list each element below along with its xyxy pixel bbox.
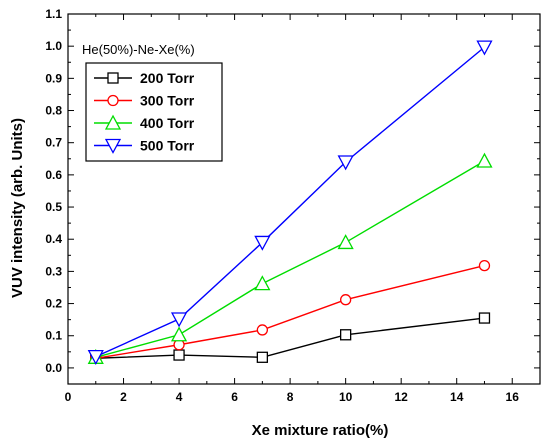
- x-tick-label: 16: [506, 390, 520, 404]
- x-tick-label: 12: [394, 390, 408, 404]
- y-tick-label: 1.0: [45, 39, 62, 53]
- legend-entry: 400 Torr: [94, 114, 195, 131]
- legend-label: 300 Torr: [140, 93, 195, 109]
- y-tick-label: 0.1: [45, 329, 62, 343]
- x-tick-label: 2: [120, 390, 127, 404]
- y-tick-label: 0.5: [45, 200, 62, 214]
- y-tick-label: 0.4: [45, 232, 62, 246]
- series-line: [95, 264, 485, 359]
- data-point-triangle-up: [104, 114, 122, 130]
- x-tick-label: 10: [339, 390, 353, 404]
- data-point-square: [339, 329, 352, 341]
- series-line: [95, 317, 485, 359]
- legend-entry: 500 Torr: [94, 138, 195, 154]
- data-point-circle: [107, 94, 119, 107]
- series-500-torr: [87, 40, 493, 366]
- y-tick-label: 1.1: [45, 7, 62, 21]
- legend-entry: 300 Torr: [94, 93, 195, 109]
- legend: 200 Torr 300 Torr 400 Torr 500 Torr: [85, 62, 223, 162]
- data-point-circle: [478, 259, 491, 272]
- y-axis-title: VUV intensity (arb. Units): [9, 118, 26, 298]
- x-tick-label: 6: [231, 390, 238, 404]
- legend-entry: 200 Torr: [94, 70, 195, 86]
- x-tick-label: 0: [65, 390, 72, 404]
- data-point-circle: [256, 324, 269, 336]
- plot-frame: [67, 13, 541, 385]
- data-point-circle: [339, 294, 352, 306]
- series-layer: [87, 40, 493, 366]
- chart-annotation: He(50%)-Ne-Xe(%): [82, 42, 195, 57]
- y-tick-label: 0.8: [45, 104, 62, 118]
- series-line: [95, 160, 485, 358]
- data-point-square: [107, 72, 119, 84]
- data-point-triangle-down: [87, 350, 104, 366]
- data-point-triangle-down: [476, 40, 493, 56]
- x-tick-label: 14: [450, 390, 464, 404]
- data-point-triangle-up: [170, 326, 188, 342]
- x-tick-label: 8: [287, 390, 294, 404]
- y-tick-label: 0.9: [45, 71, 62, 85]
- x-tick-label: 4: [176, 390, 183, 404]
- legend-label: 200 Torr: [140, 70, 195, 86]
- series-300-torr: [90, 259, 491, 364]
- data-point-triangle-up: [476, 152, 493, 168]
- data-point-triangle-down: [254, 235, 271, 251]
- data-point-square: [173, 349, 185, 361]
- y-tick-label: 0.0: [45, 361, 62, 375]
- y-tick-label: 0.7: [45, 136, 62, 150]
- data-point-triangle-down: [104, 138, 122, 154]
- y-tick-label: 0.6: [45, 168, 62, 182]
- data-point-triangle-up: [337, 234, 354, 250]
- data-point-triangle-down: [170, 312, 188, 328]
- data-point-triangle-down: [337, 155, 354, 171]
- y-tick-label: 0.3: [45, 264, 62, 278]
- x-axis-title: Xe mixture ratio(%): [252, 422, 389, 439]
- legend-label: 400 Torr: [140, 115, 195, 131]
- data-point-square: [256, 351, 269, 363]
- data-point-square: [478, 312, 491, 324]
- legend-label: 500 Torr: [140, 138, 195, 154]
- data-point-triangle-up: [254, 275, 271, 291]
- y-tick-label: 0.2: [45, 297, 62, 311]
- axes: 0 2 4 6 8 10 12 14 16 0.0 0.1 0.2 0.3 0.4 0.5 0.6 0.7 0.8…: [45, 7, 541, 404]
